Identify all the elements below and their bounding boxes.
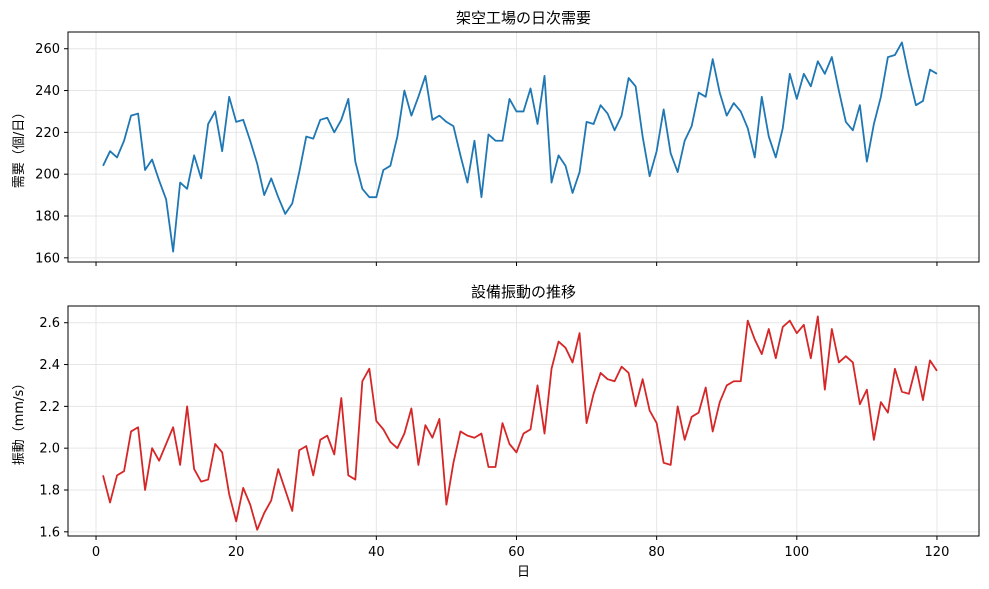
chart-title: 設備振動の推移 <box>471 283 576 301</box>
x-tick-label: 60 <box>508 545 525 560</box>
x-tick-label: 20 <box>228 545 245 560</box>
y-axis-label: 需要（個/日） <box>12 106 27 188</box>
y-tick-label: 160 <box>35 251 60 266</box>
axes-frame <box>67 31 980 263</box>
series-line <box>102 41 938 253</box>
y-tick-label: 1.8 <box>39 484 60 499</box>
y-axis-label: 振動（mm/s） <box>12 377 27 465</box>
y-tick-label: 2.2 <box>39 400 60 415</box>
y-tick-label: 2.0 <box>39 442 60 457</box>
x-tick-label: 120 <box>925 545 950 560</box>
y-tick-label: 200 <box>35 168 60 183</box>
x-axis-label: 日 <box>517 565 530 580</box>
y-tick-label: 2.4 <box>39 358 60 373</box>
axes-frame <box>67 305 980 537</box>
x-tick-label: 100 <box>784 545 809 560</box>
series-line <box>102 315 938 531</box>
y-tick-label: 1.6 <box>39 525 60 540</box>
x-tick-label: 0 <box>92 545 100 560</box>
y-tick-label: 180 <box>35 210 60 225</box>
x-tick-label: 80 <box>648 545 665 560</box>
y-tick-label: 240 <box>35 84 60 99</box>
y-tick-label: 260 <box>35 42 60 57</box>
vibration-chart: 1.6 1.8 2.0 2.2 2.4 2.6 0 20 40 60 80 100 120 設備振動の推移… <box>12 283 980 580</box>
x-tick-label: 40 <box>368 545 385 560</box>
chart-title: 架空工場の日次需要 <box>456 9 591 27</box>
y-tick-label: 220 <box>35 126 60 141</box>
y-tick-label: 2.6 <box>39 316 60 331</box>
